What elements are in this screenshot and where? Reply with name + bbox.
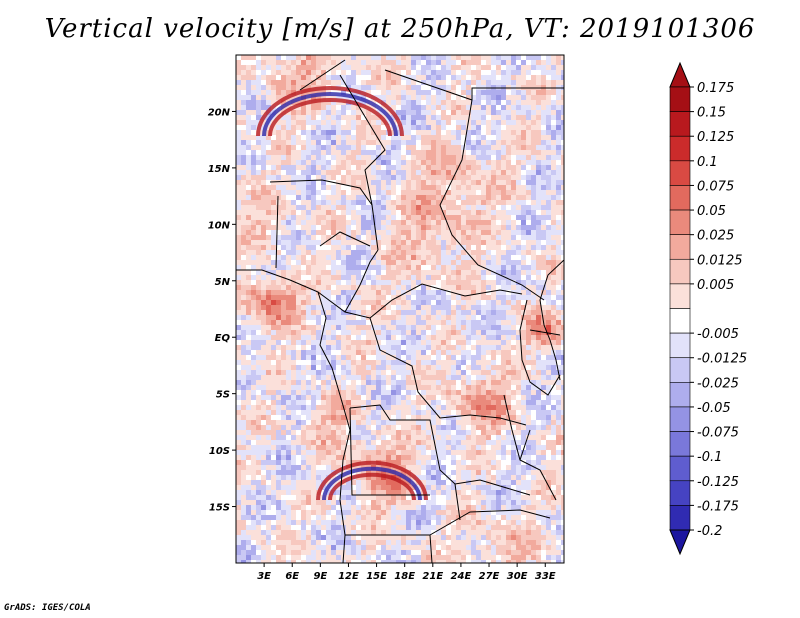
coastline-west (236, 269, 351, 563)
colorbar-swatch (669, 332, 691, 359)
colorbar-swatch (669, 209, 691, 235)
boundary-south-2 (345, 483, 551, 563)
boundary-nigeria (269, 179, 373, 269)
lon-tick-label: 24E (451, 571, 472, 582)
colorbar-label: -0.1 (697, 450, 722, 465)
colorbar-label: 0.175 (697, 81, 734, 96)
lon-tick-label: 15E (366, 571, 387, 582)
boundary-north-2 (384, 69, 564, 301)
colorbar-label: 0.075 (697, 179, 734, 194)
colorbar-bottom-arrow (669, 529, 691, 556)
colorbar-label: -0.175 (697, 499, 739, 514)
lat-tick-label: 10N (208, 220, 231, 231)
lon-tick-label: 30E (507, 571, 528, 582)
vertical-velocity-field (236, 55, 564, 563)
colorbar-swatch (669, 234, 691, 260)
lon-tick-label: 12E (338, 571, 359, 582)
colorbar-label: -0.025 (697, 376, 739, 391)
lon-tick-label: 27E (479, 571, 500, 582)
boundary-central-2 (369, 317, 527, 426)
lon-tick-label: 18E (394, 571, 415, 582)
lat-tick-label: EQ (215, 333, 231, 344)
lat-tick-label: 5S (216, 390, 230, 401)
lat-tick-label: 10S (209, 446, 230, 457)
colorbar-swatch (669, 406, 691, 432)
latitude-axis: 20N 15N 10N 5N EQ 5S 10S 15S (208, 107, 236, 514)
colorbar-swatch (669, 505, 691, 531)
lon-tick-label: 6E (285, 571, 299, 582)
colorbar-swatch (669, 455, 691, 482)
lon-tick-label: 33E (535, 571, 556, 582)
colorbar-label: -0.005 (697, 327, 739, 342)
colorbar-label: 0.15 (697, 106, 726, 121)
colorbar-swatch (669, 135, 691, 162)
colorbar-swatch (669, 308, 691, 334)
boundary-east-coast (539, 259, 564, 381)
colorbar-swatch (669, 357, 691, 383)
grads-credit: GrADS: IGES/COLA (4, 603, 91, 613)
colorbar-label: -0.05 (697, 401, 731, 416)
colorbar-swatch (669, 431, 691, 457)
colorbar-swatch (669, 185, 691, 211)
colorbar-label: -0.125 (697, 475, 739, 490)
lat-tick-label: 5N (215, 277, 231, 288)
boundary-central-1 (317, 249, 523, 319)
colorbar-swatch (669, 86, 691, 112)
lon-tick-label: 9E (313, 571, 327, 582)
lat-tick-label: 15S (209, 503, 230, 514)
boundary-north-1 (299, 59, 386, 251)
colorbar-swatch (669, 258, 691, 285)
colorbar-label: 0.005 (697, 278, 734, 293)
boundary-south-1 (349, 404, 531, 496)
colorbar-top-arrow (669, 61, 691, 88)
colorbar-label: -0.075 (697, 426, 739, 441)
colorbar-swatch (669, 283, 691, 309)
colorbar-label: -0.0125 (697, 352, 747, 367)
colorbar-label: 0.025 (697, 229, 734, 244)
lat-tick-label: 15N (208, 164, 231, 175)
map-title: Vertical velocity [m/s] at 250hPa, VT: 2… (44, 14, 756, 44)
colorbar-label: 0.125 (697, 130, 734, 145)
colorbar-label: -0.2 (697, 524, 722, 539)
colorbar-swatch (669, 111, 691, 137)
country-boundaries (236, 59, 564, 563)
lon-tick-label: 21E (422, 571, 443, 582)
colorbar-label: 0.0125 (697, 253, 743, 268)
colorbar-swatch (669, 382, 691, 408)
colorbar-swatch (669, 480, 691, 506)
lat-tick-label: 20N (208, 107, 231, 118)
colorbar-label: 0.1 (697, 155, 718, 170)
boundary-east-lakes (503, 299, 561, 501)
longitude-axis: 3E 6E 9E 12E 15E 18E 21E 24E 27E 30E 33E (257, 563, 556, 582)
colorbar: 0.175 0.15 0.125 0.1 0.075 0.05 0.025 0.0125 0.0… (669, 61, 747, 556)
map-frame (235, 54, 565, 564)
colorbar-swatch (669, 160, 691, 186)
colorbar-label: 0.05 (697, 204, 726, 219)
lon-tick-label: 3E (257, 571, 271, 582)
